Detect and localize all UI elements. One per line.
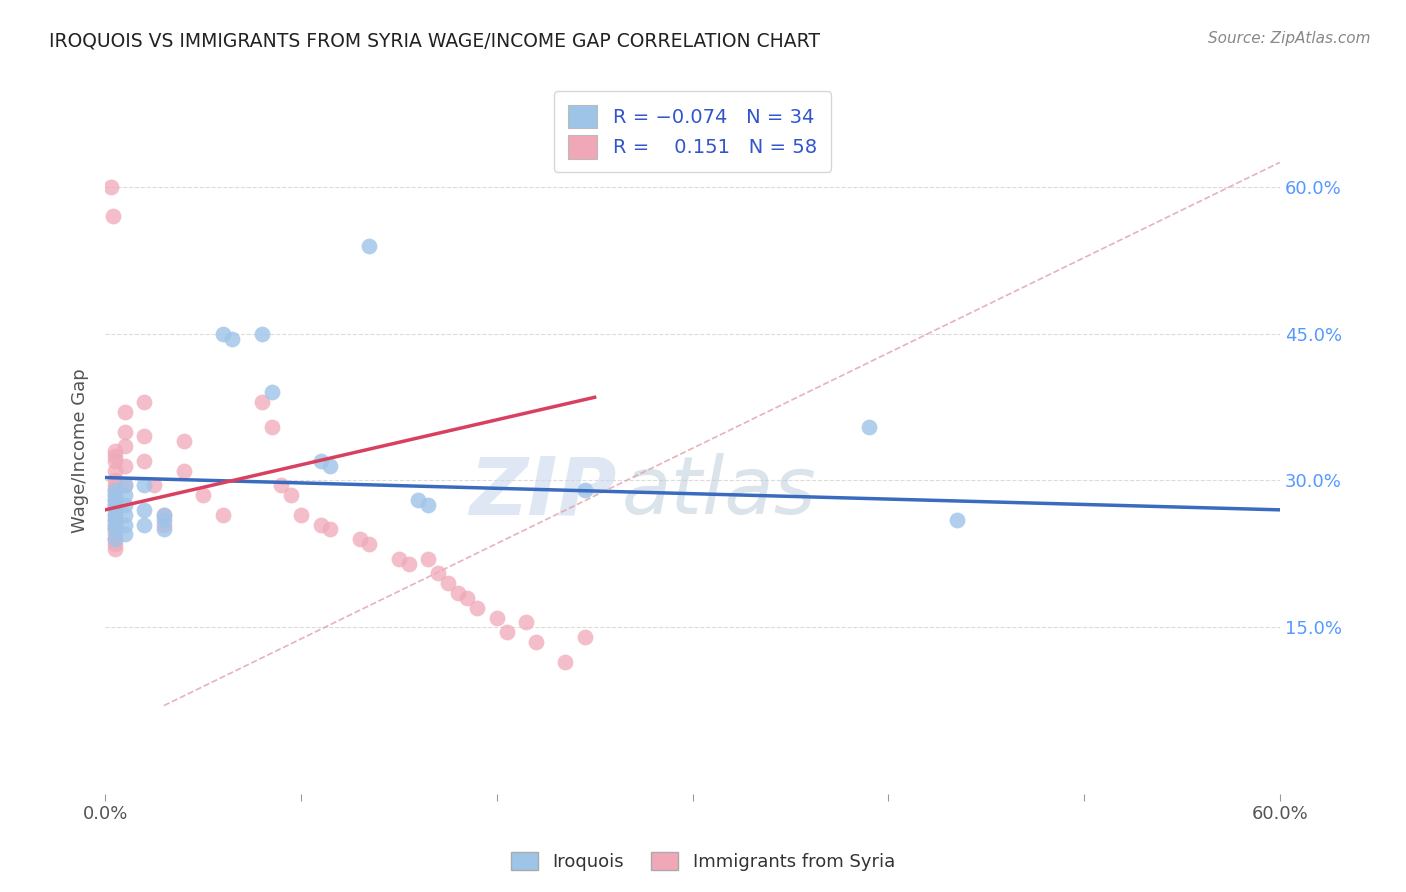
Point (446, 586, 468, 600)
Point (290, 508, 312, 522)
Point (114, 425, 136, 439)
Point (114, 405, 136, 419)
Y-axis label: Wage/Income Gap: Wage/Income Gap (72, 368, 89, 533)
Point (153, 508, 176, 522)
Point (388, 551, 411, 566)
Point (153, 517, 176, 532)
Text: IROQUOIS VS IMMIGRANTS FROM SYRIA WAGE/INCOME GAP CORRELATION CHART: IROQUOIS VS IMMIGRANTS FROM SYRIA WAGE/I… (49, 31, 820, 50)
Point (114, 517, 136, 532)
Text: atlas: atlas (621, 453, 817, 532)
Point (408, 493, 430, 508)
Point (114, 498, 136, 512)
Point (114, 508, 136, 522)
Point (104, 523, 127, 537)
Point (349, 532, 371, 546)
Point (114, 439, 136, 453)
Point (104, 513, 127, 527)
Point (104, 478, 127, 492)
Point (104, 454, 127, 468)
Point (946, 513, 969, 527)
Point (114, 488, 136, 502)
Point (101, 209, 124, 223)
Point (485, 610, 508, 624)
Point (104, 537, 127, 551)
Point (134, 429, 156, 443)
Point (114, 527, 136, 541)
Point (153, 523, 176, 537)
Point (104, 449, 127, 463)
Point (554, 655, 576, 669)
Legend: R = −0.074   N = 34, R =    0.151   N = 58: R = −0.074 N = 34, R = 0.151 N = 58 (554, 91, 831, 172)
Point (100, 179, 122, 194)
Point (104, 523, 127, 537)
Point (104, 483, 127, 498)
Point (221, 332, 243, 346)
Point (134, 395, 156, 409)
Point (418, 498, 440, 512)
Point (574, 630, 596, 644)
Point (114, 478, 136, 492)
Point (173, 434, 195, 449)
Point (319, 523, 342, 537)
Point (114, 458, 136, 473)
Text: ZIP: ZIP (468, 453, 616, 532)
Point (436, 576, 458, 591)
Point (427, 566, 450, 581)
Point (104, 498, 127, 512)
Point (104, 483, 127, 498)
Point (104, 517, 127, 532)
Point (104, 508, 127, 522)
Legend: Iroquois, Immigrants from Syria: Iroquois, Immigrants from Syria (503, 845, 903, 879)
Point (211, 508, 233, 522)
Point (456, 591, 478, 605)
Point (260, 419, 283, 434)
Point (104, 488, 127, 502)
Point (143, 478, 166, 492)
Point (104, 474, 127, 488)
Point (104, 493, 127, 508)
Point (574, 483, 596, 498)
Point (104, 508, 127, 522)
Point (153, 508, 176, 522)
Point (104, 503, 127, 517)
Point (524, 635, 547, 649)
Point (104, 532, 127, 546)
Point (104, 527, 127, 541)
Point (104, 444, 127, 458)
Point (134, 454, 156, 468)
Point (359, 537, 381, 551)
Point (153, 513, 176, 527)
Point (211, 326, 233, 341)
Text: Source: ZipAtlas.com: Source: ZipAtlas.com (1208, 31, 1371, 46)
Point (319, 458, 342, 473)
Point (359, 238, 381, 252)
Point (309, 517, 332, 532)
Point (134, 517, 156, 532)
Point (515, 615, 537, 630)
Point (134, 478, 156, 492)
Point (104, 464, 127, 478)
Point (495, 625, 517, 640)
Point (465, 600, 488, 615)
Point (858, 419, 880, 434)
Point (104, 513, 127, 527)
Point (260, 385, 283, 400)
Point (191, 488, 214, 502)
Point (250, 395, 273, 409)
Point (104, 517, 127, 532)
Point (280, 488, 302, 502)
Point (104, 493, 127, 508)
Point (134, 503, 156, 517)
Point (173, 464, 195, 478)
Point (104, 541, 127, 556)
Point (250, 326, 273, 341)
Point (104, 532, 127, 546)
Point (309, 454, 332, 468)
Point (104, 488, 127, 502)
Point (104, 498, 127, 512)
Point (270, 478, 292, 492)
Point (398, 557, 420, 571)
Point (114, 478, 136, 492)
Point (418, 551, 440, 566)
